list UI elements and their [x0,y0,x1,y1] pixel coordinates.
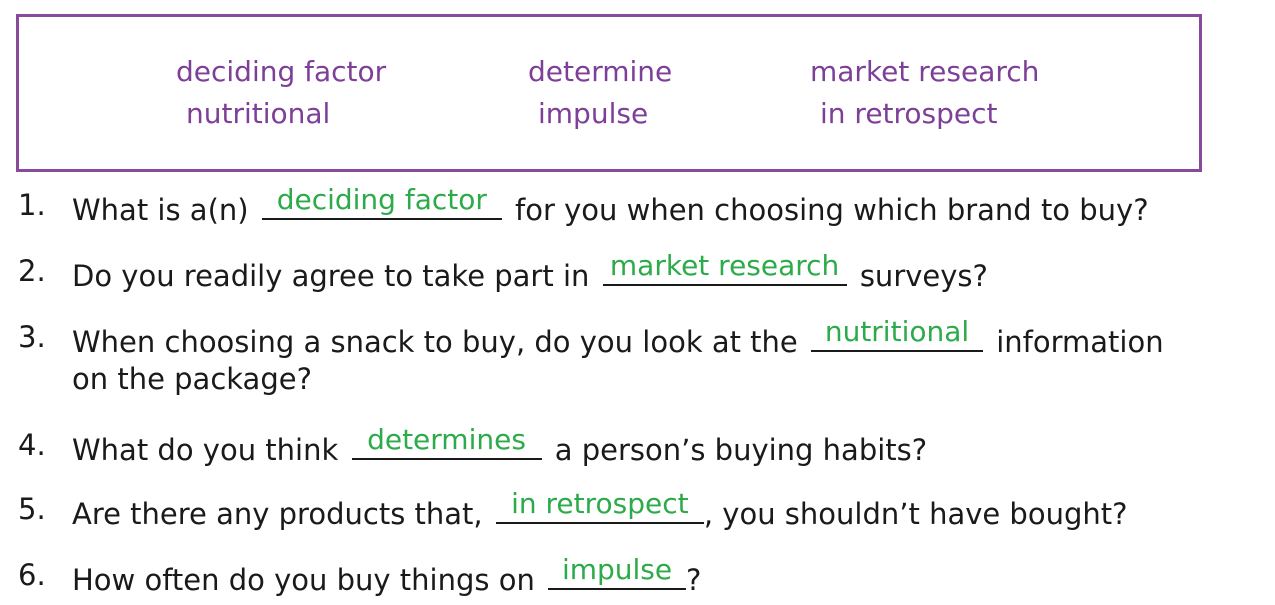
question-number: 1. [18,188,46,222]
answer-blank[interactable]: deciding factor [261,183,502,220]
word-bank-item: deciding factor [176,55,387,88]
word-bank-item: in retrospect [820,97,998,130]
answer-text: in retrospect [511,487,689,520]
word-bank-item: determine [528,55,673,88]
question-text: on the package? [72,362,312,396]
answer-text: market research [609,249,840,282]
question-text: What is a(n) deciding factor for you whe… [72,183,1149,227]
question-number: 6. [18,558,46,592]
answer-blank[interactable]: market research [602,249,847,286]
word-bank-box: deciding factor nutritional determine im… [16,14,1202,172]
answer-text: nutritional [824,315,970,348]
answer-text: deciding factor [276,183,487,216]
question-text: Do you readily agree to take part in mar… [72,249,988,293]
question-text: What do you think determines a person’s … [72,423,928,467]
question-number: 2. [18,254,46,288]
answer-text: determines [367,423,526,456]
answer-blank[interactable]: nutritional [811,315,983,352]
answer-text: impulse [561,553,673,586]
question-text: How often do you buy things on impulse? [72,553,702,597]
answer-blank[interactable]: determines [351,423,542,460]
question-number: 4. [18,428,46,462]
question-text: When choosing a snack to buy, do you loo… [72,315,1164,359]
answer-blank[interactable]: in retrospect [495,487,704,524]
answer-blank[interactable]: impulse [548,553,687,590]
word-bank-item: impulse [538,97,649,130]
question-number: 5. [18,492,46,526]
question-text: Are there any products that, in retrospe… [72,487,1128,531]
question-number: 3. [18,320,46,354]
word-bank-item: market research [810,55,1040,88]
word-bank-item: nutritional [186,97,331,130]
